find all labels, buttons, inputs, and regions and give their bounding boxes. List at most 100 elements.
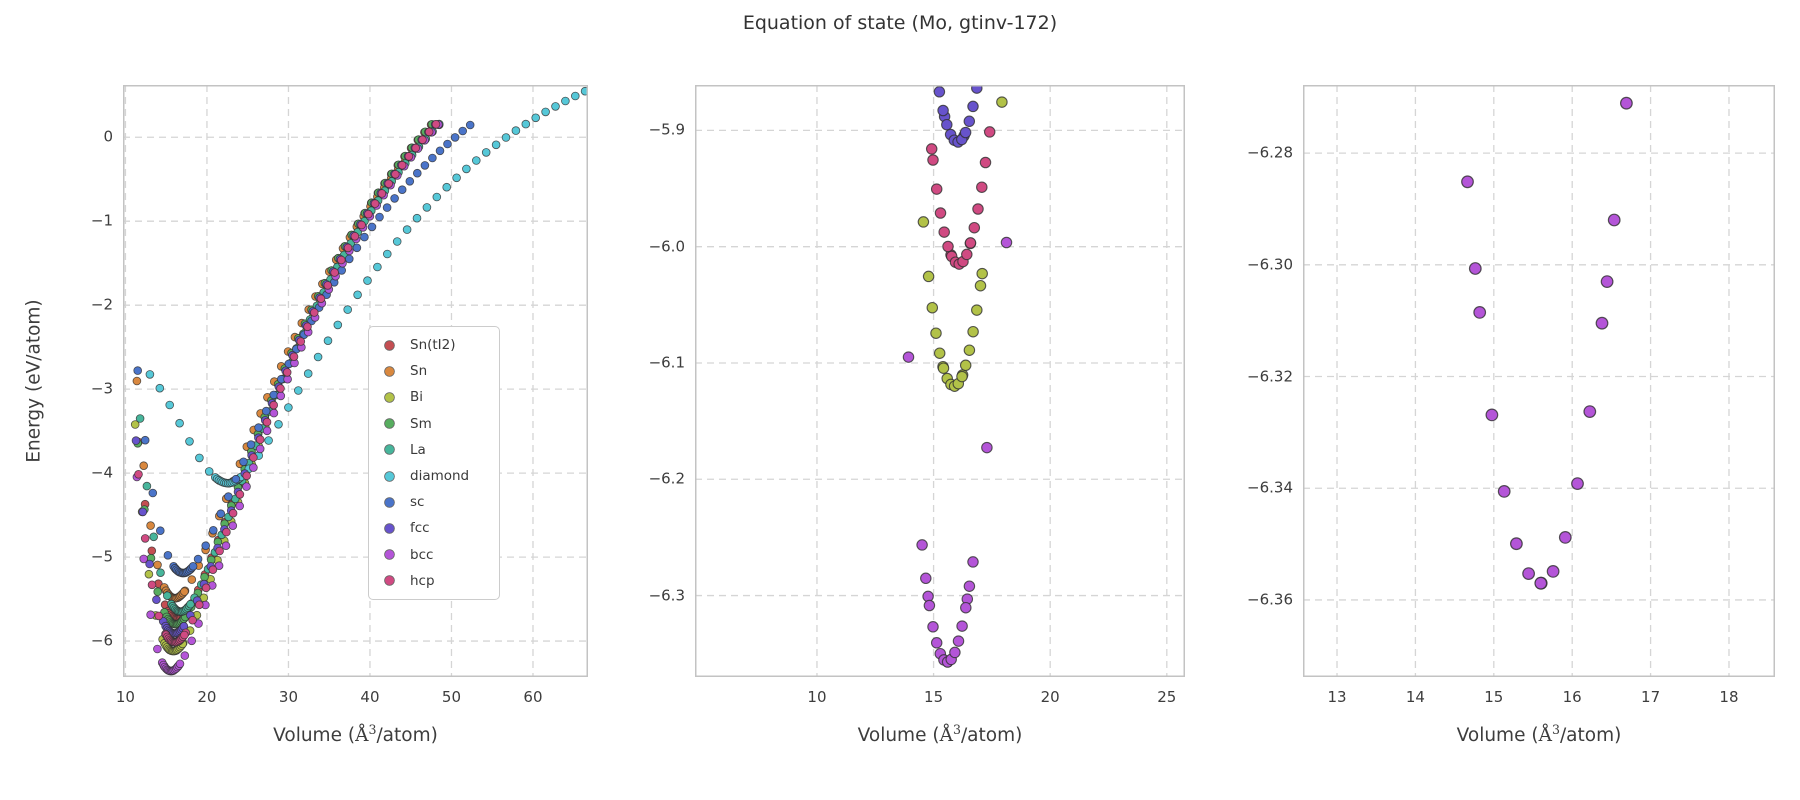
legend-item-fcc: fcc <box>369 515 499 541</box>
legend-item-Bi: Bi <box>369 384 499 410</box>
data-point-La <box>142 481 152 491</box>
data-point-bcc <box>1583 405 1597 419</box>
data-point-sc <box>246 440 256 449</box>
data-point-sc <box>209 525 218 535</box>
data-point-diamond <box>284 403 293 412</box>
data-point-bcc <box>960 601 972 614</box>
data-point-Bi <box>956 370 968 383</box>
x-tick-label: 18 <box>1719 688 1739 706</box>
data-point-Bi <box>926 301 939 314</box>
x-tick-label: 10 <box>115 688 135 706</box>
legend-swatch-icon <box>385 392 394 402</box>
data-point-sc <box>450 133 460 142</box>
y-tick-label: −5.9 <box>648 120 685 139</box>
data-point-sc <box>140 435 150 445</box>
data-point-bcc <box>146 610 155 619</box>
data-point-hcp <box>357 220 366 230</box>
data-point-hcp <box>134 469 143 479</box>
data-point-bcc <box>967 556 979 568</box>
data-point-sc <box>397 185 407 194</box>
cubed-superscript: 3 <box>1551 722 1560 737</box>
x-axis-label-suffix: /atom) <box>376 725 438 747</box>
data-point-bcc <box>139 554 149 564</box>
plot-spine <box>695 85 1185 677</box>
data-point-Bi <box>130 420 140 429</box>
data-point-bcc <box>1607 213 1621 227</box>
data-point-bcc <box>1600 275 1614 289</box>
data-point-diamond <box>264 436 273 445</box>
data-point-fcc <box>933 86 946 98</box>
x-tick-label: 30 <box>278 688 298 706</box>
data-point-sc <box>224 492 233 501</box>
data-point-hcp <box>222 527 231 537</box>
data-point-hcp <box>972 203 984 215</box>
data-point-hcp <box>976 181 988 193</box>
data-point-hcp <box>310 308 319 317</box>
legend-swatch-icon <box>385 576 394 586</box>
data-point-bcc <box>276 391 286 401</box>
x-tick-label: 15 <box>924 688 944 706</box>
plot-area-zoom-minima <box>695 85 1185 677</box>
data-point-bcc <box>242 482 251 491</box>
data-point-hcp <box>188 615 197 625</box>
data-point-fcc <box>152 595 161 605</box>
data-point-sc <box>390 194 399 203</box>
data-point-hcp <box>370 199 380 208</box>
legend-item-sc: sc <box>369 489 499 515</box>
data-point-diamond <box>303 369 313 378</box>
legend-item-hcp: hcp <box>369 568 499 594</box>
legend-item-Sn(tI2): Sn(tI2) <box>369 332 499 358</box>
data-point-diamond <box>313 352 323 362</box>
data-point-bcc <box>228 521 238 531</box>
data-point-La <box>186 599 195 609</box>
data-point-Bi <box>144 569 154 579</box>
x-tick-label: 50 <box>441 688 462 706</box>
x-axis-label: Volume (Å3/atom) <box>858 722 1023 746</box>
y-tick-label: −6.36 <box>1247 590 1293 609</box>
data-point-bcc <box>1473 305 1487 319</box>
data-point-bcc <box>1485 408 1499 422</box>
data-point-hcp <box>925 143 938 155</box>
data-point-fcc <box>967 100 979 113</box>
data-point-sc <box>155 526 165 536</box>
data-point-diamond <box>412 213 422 223</box>
data-point-hcp <box>195 600 204 610</box>
data-point-diamond <box>175 418 184 428</box>
data-point-hcp <box>983 126 996 138</box>
legend-label: fcc <box>410 520 430 537</box>
data-point-bcc <box>153 644 162 654</box>
data-point-bcc <box>1595 316 1609 330</box>
data-point-diamond <box>462 164 471 174</box>
data-point-hcp <box>296 337 306 346</box>
y-tick-label: −5 <box>90 547 113 566</box>
data-point-sc <box>133 366 142 375</box>
angstrom-symbol: Å <box>1538 725 1552 747</box>
data-point-bcc <box>930 637 943 649</box>
legend-label: Sn(tI2) <box>410 337 456 354</box>
legend-label: bcc <box>410 546 434 563</box>
data-point-hcp <box>276 384 285 393</box>
data-point-sc <box>261 406 271 416</box>
y-tick-label: −6.1 <box>648 353 685 372</box>
data-point-sc <box>193 554 203 564</box>
data-point-sc <box>360 232 369 242</box>
data-point-bcc <box>963 580 976 592</box>
y-tick-label: −6 <box>90 631 113 650</box>
data-point-sc <box>269 390 279 400</box>
data-point-sc <box>163 550 173 560</box>
data-point-bcc <box>920 572 932 585</box>
x-tick-label: 13 <box>1327 688 1347 706</box>
data-point-diamond <box>481 148 491 157</box>
y-tick-label: −6.30 <box>1247 255 1293 274</box>
data-point-bcc <box>235 501 244 511</box>
data-point-La <box>162 591 172 601</box>
data-point-diamond <box>511 126 521 135</box>
data-point-diamond <box>521 119 531 129</box>
data-point-fcc <box>145 559 154 569</box>
data-point-fcc <box>963 115 976 128</box>
data-point-bcc <box>1620 96 1633 110</box>
x-tick-label: 10 <box>807 688 827 706</box>
data-point-bcc <box>214 561 224 571</box>
data-point-Sn <box>139 461 149 471</box>
legend-swatch-icon <box>385 523 394 533</box>
